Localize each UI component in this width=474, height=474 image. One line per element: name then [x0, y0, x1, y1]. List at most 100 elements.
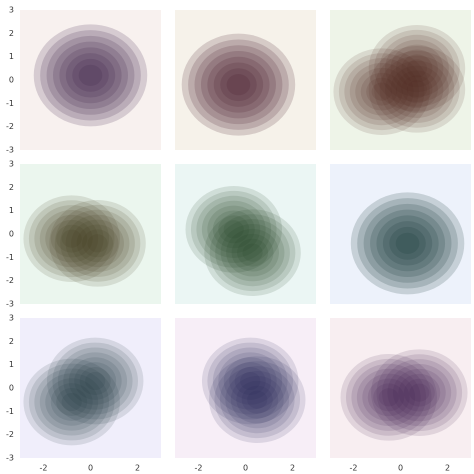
density-contour [218, 352, 283, 410]
density-contour [209, 214, 296, 292]
density-contour [209, 356, 306, 444]
density-contour [23, 358, 120, 446]
density-contour [382, 221, 433, 266]
density-contour [387, 364, 452, 422]
density-contour [207, 56, 270, 113]
density-contour [56, 224, 88, 253]
y-tick-label: -2 [6, 430, 14, 439]
density-contour [409, 383, 430, 402]
panel [175, 164, 316, 304]
density-contour [39, 210, 104, 268]
density-contour [371, 82, 392, 101]
panel-background [20, 10, 161, 150]
y-tick-label: -3 [6, 146, 14, 155]
density-contour [349, 63, 414, 121]
density-contour [385, 60, 449, 118]
density-contour [350, 192, 465, 295]
density-contour [82, 229, 114, 258]
density-contour [45, 214, 99, 263]
density [181, 33, 296, 136]
density-contour [333, 48, 430, 136]
density-contour [213, 62, 264, 107]
density-contour [236, 380, 279, 419]
x-tick-label: 2 [290, 464, 295, 473]
density-contour [247, 390, 268, 409]
density-contour [242, 243, 263, 262]
density-contour [45, 378, 99, 426]
density [201, 337, 306, 444]
panel [175, 10, 316, 150]
y-tick-label: 1 [9, 52, 14, 61]
y-tick-label: 2 [9, 183, 14, 192]
y-tick-label: -3 [6, 300, 14, 309]
density-contour [61, 392, 82, 412]
density-contour [374, 50, 460, 128]
y-tick-label: -3 [6, 454, 14, 463]
density-contour [59, 47, 122, 104]
y-tick-label: 0 [9, 384, 14, 393]
density-contour [225, 371, 290, 429]
density-contour [385, 39, 449, 97]
density-contour [52, 342, 138, 420]
density-contour [201, 200, 266, 258]
panel [330, 10, 471, 150]
density [23, 337, 144, 446]
density-contour [46, 337, 144, 425]
density-contour [230, 375, 284, 424]
density-contour [379, 34, 455, 102]
density [33, 24, 148, 127]
density-contour [390, 65, 444, 114]
density-contour [368, 24, 466, 112]
density-contour [34, 368, 110, 436]
density-contour [231, 233, 274, 272]
density-contour [355, 67, 409, 116]
density-contour [65, 53, 116, 98]
density-contour [362, 373, 416, 422]
density-contour [181, 33, 296, 136]
density-contour [401, 75, 433, 104]
density-contour [190, 190, 277, 268]
density-contour [39, 373, 104, 431]
density-contour [398, 373, 441, 412]
density-contour [240, 371, 261, 391]
density-contour [215, 219, 290, 287]
density-contour [201, 337, 299, 425]
density-contour [395, 232, 420, 254]
density-contour [371, 349, 468, 437]
y-tick-label: 1 [9, 360, 14, 369]
density-contour [49, 199, 146, 287]
density-contour [220, 68, 257, 102]
density-contour [185, 185, 282, 273]
density-contour [50, 219, 93, 258]
density-contour [378, 388, 399, 407]
density-contour [223, 220, 244, 239]
density-contour [218, 215, 250, 244]
x-tick-label: 2 [445, 464, 450, 473]
y-tick-label: 0 [9, 230, 14, 239]
density-contour [79, 367, 111, 395]
density-contour [223, 357, 277, 405]
panel [330, 318, 471, 458]
density-contour [373, 383, 405, 412]
density-contour [370, 209, 446, 278]
density-contour [46, 35, 135, 115]
y-tick-label: -1 [6, 99, 14, 108]
panel-background [175, 10, 316, 150]
panel [20, 10, 161, 150]
density-contour [204, 209, 301, 297]
density-contour [338, 53, 425, 131]
density-contour [241, 385, 273, 414]
x-tick-label: -2 [350, 464, 358, 473]
density-contour [68, 357, 122, 405]
density-contour [207, 342, 293, 420]
density-contour [351, 363, 427, 431]
density-contour [207, 205, 261, 254]
panel [20, 164, 161, 304]
density-contour [52, 41, 129, 110]
panel-background [330, 164, 471, 304]
density-contour [374, 29, 460, 107]
y-tick-label: 3 [9, 6, 14, 15]
x-tick-label: -2 [195, 464, 203, 473]
density-contour [196, 195, 272, 263]
y-tick-label: -1 [6, 407, 14, 416]
